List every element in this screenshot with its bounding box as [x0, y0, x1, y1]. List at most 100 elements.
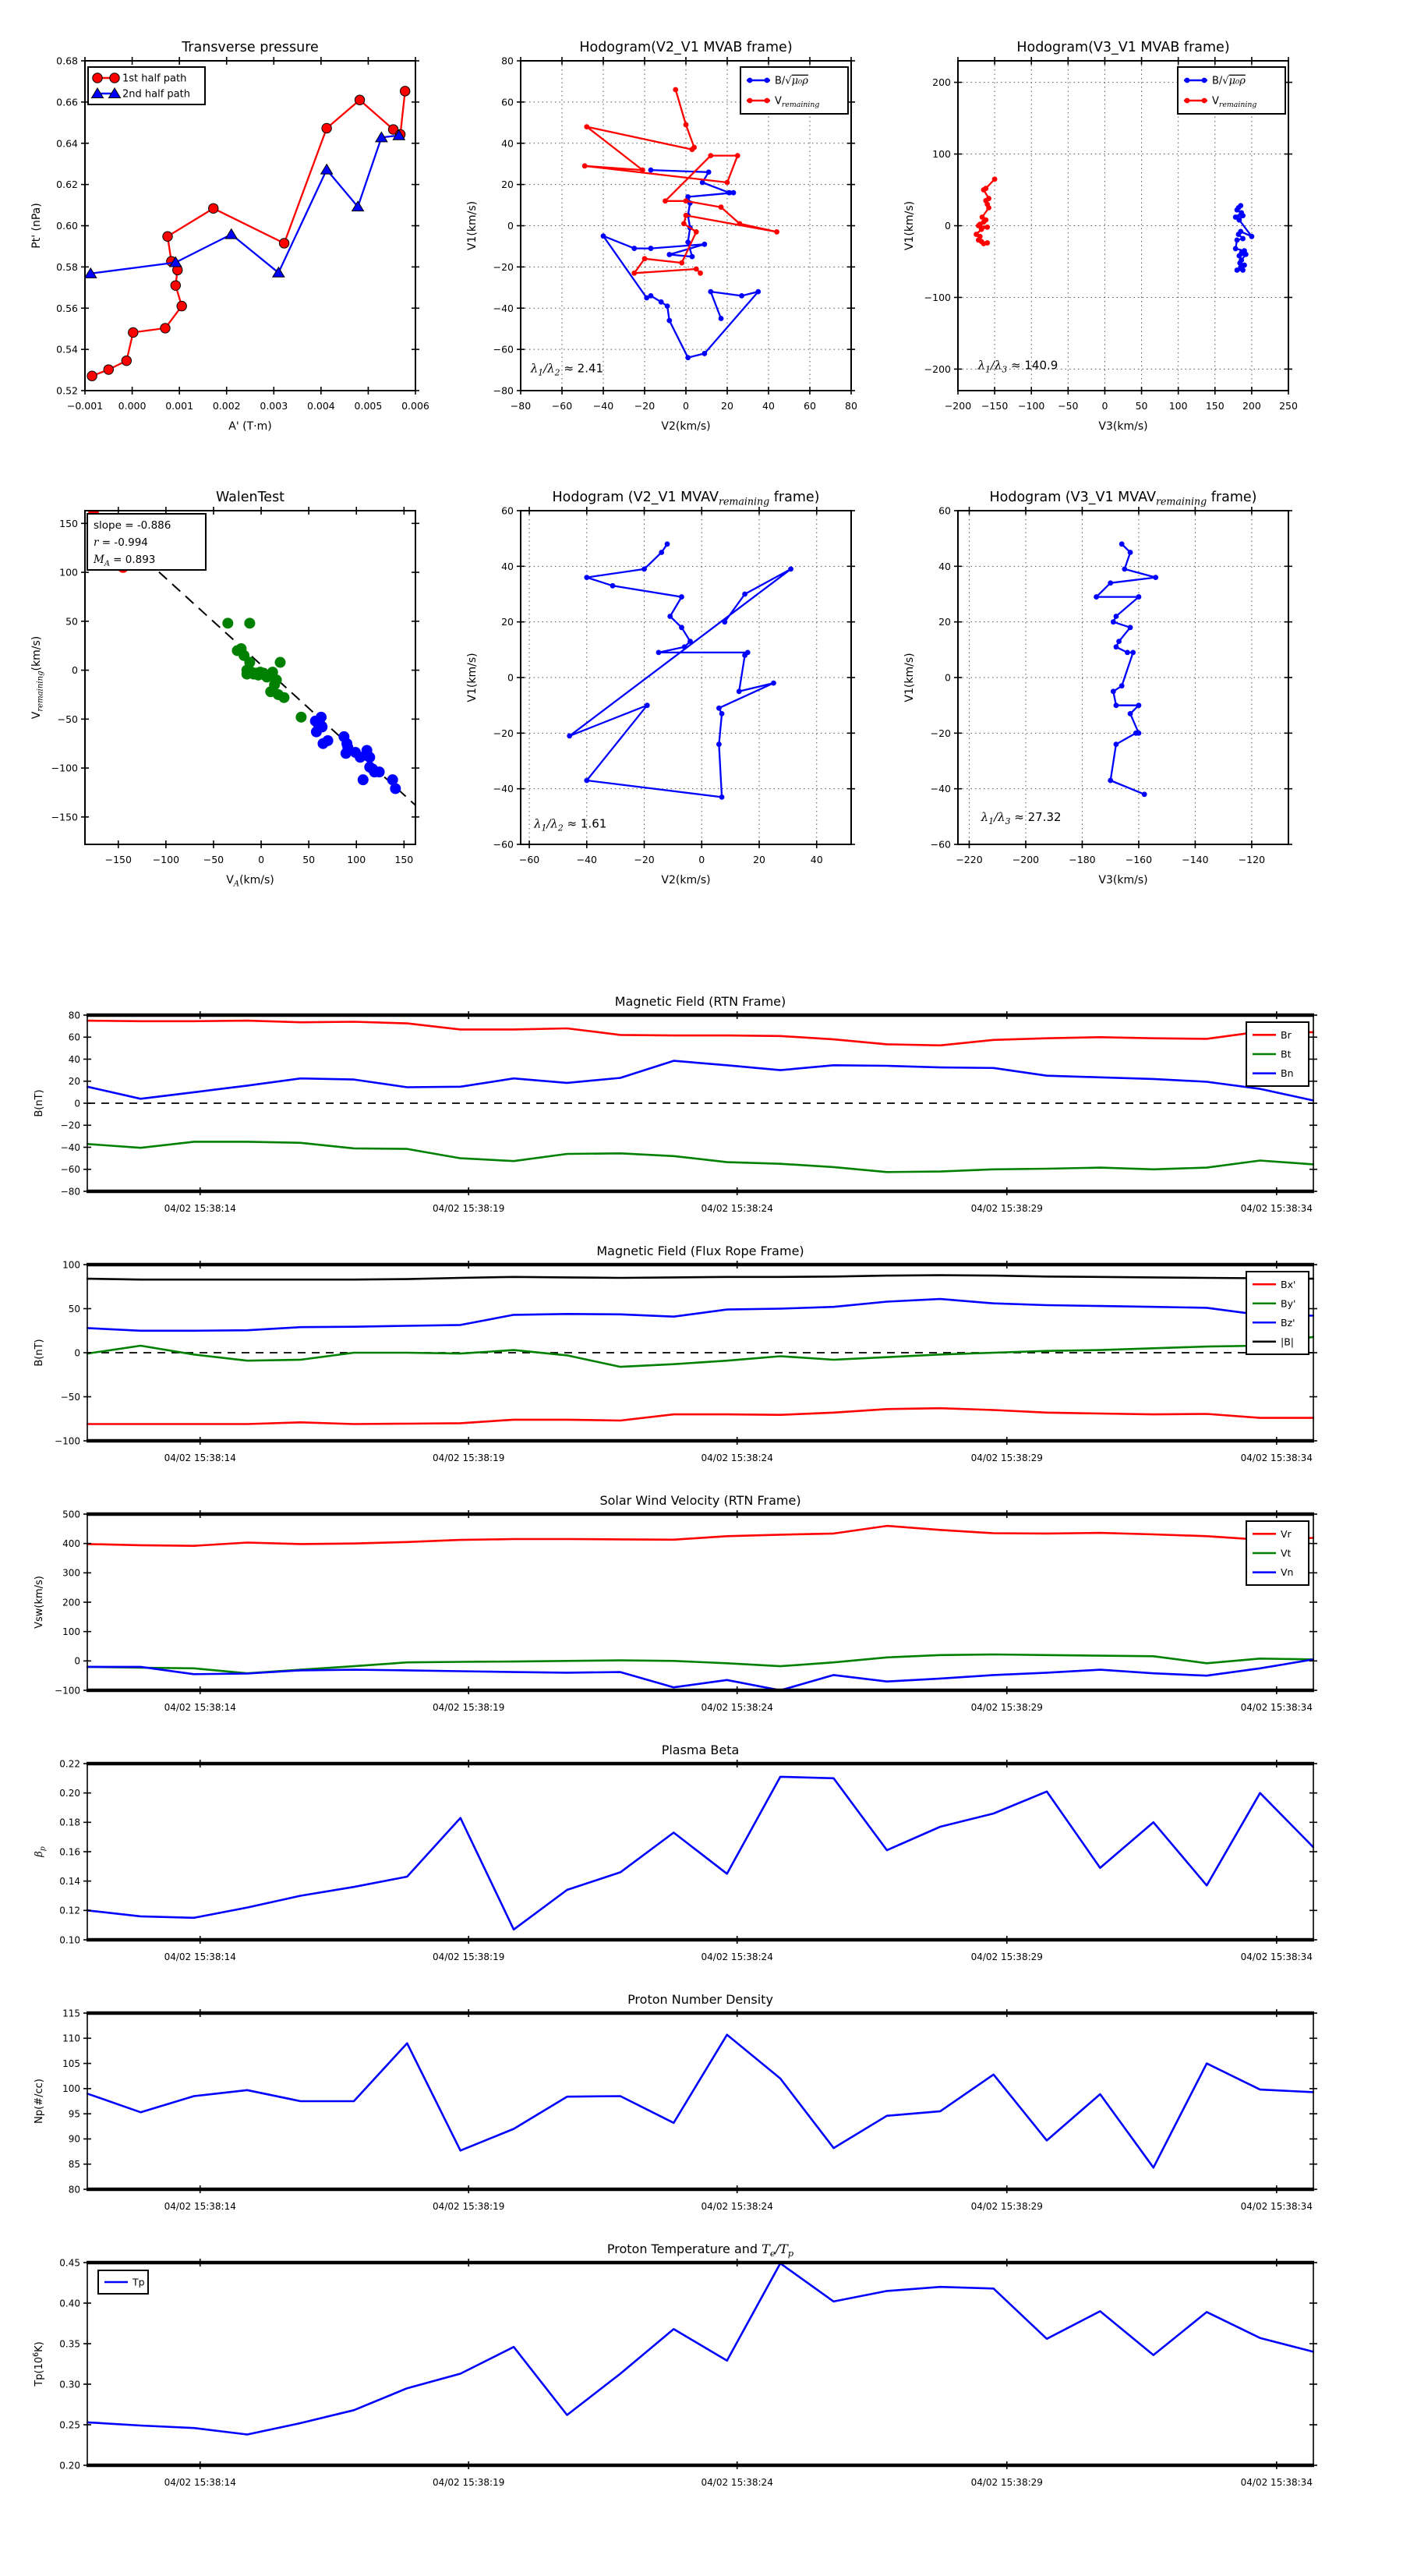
y-tick-label: −100	[55, 1435, 80, 1446]
series-markers-V_remaining	[974, 176, 998, 246]
chart-title: Hodogram (V2_V1 MVAVremaining frame)	[552, 490, 819, 508]
legend-box	[740, 66, 849, 115]
marker-circle	[208, 203, 219, 214]
axes-frame	[87, 2262, 1314, 2466]
marker-dot	[658, 299, 664, 305]
y-axis-label: Np(#/cc)	[34, 2079, 45, 2124]
marker-dot	[679, 594, 684, 600]
x-tick-label: −20	[634, 400, 655, 412]
marker-dot	[755, 288, 762, 295]
x-tick-label: −80	[511, 400, 531, 412]
marker-circle	[109, 73, 120, 83]
marker-dot	[1110, 619, 1116, 625]
x-tick-label: −50	[1058, 400, 1078, 412]
ticks: −150 −100 −50 0 50 100 150 −150 −100 −50 0 50 100 150	[51, 507, 419, 865]
x-tick-label: 04/02 15:38:24	[702, 2477, 773, 2488]
x-tick-label: 0.000	[118, 400, 147, 412]
x-tick-label: −100	[153, 854, 179, 865]
marker-circle	[103, 364, 114, 375]
y-tick-label: 105	[62, 2058, 80, 2069]
series-line-By'	[87, 1336, 1314, 1368]
marker-dot	[1113, 741, 1119, 747]
marker-dot	[1127, 550, 1133, 555]
series-markers-2nd half path	[84, 129, 406, 278]
chart-hodogram_v2v1_mvav: −60 −40 −20 0 20 40 −60 −40 −20 0 20 40 60 Hodogram (…	[466, 490, 855, 886]
chart-mag_fr: 04/02 15:38:14 04/02 15:38:19 04/02 15:38:…	[34, 1244, 1317, 1463]
y-tick-label: 0.40	[59, 2298, 80, 2309]
chart-title: Transverse pressure	[181, 40, 319, 55]
y-tick-label: 0.20	[59, 1788, 80, 1799]
ticks: 04/02 15:38:14 04/02 15:38:19 04/02 15:38:…	[55, 1509, 1317, 1713]
y-tick-label: 0.18	[59, 1817, 80, 1828]
y-tick-label: 300	[62, 1568, 80, 1579]
y-tick-label: 100	[62, 1259, 80, 1270]
legend-label: Vt	[1281, 1548, 1292, 1559]
chart-title: Hodogram(V3_V1 MVAB frame)	[1016, 40, 1229, 55]
marker-dot	[567, 733, 573, 739]
series-line-beta_p	[87, 1775, 1314, 1931]
x-tick-label: 0.004	[307, 400, 335, 412]
y-tick-label: −20	[493, 727, 514, 739]
marker-dot	[774, 229, 779, 235]
grid	[958, 510, 1288, 845]
legend-label: Bx'	[1281, 1279, 1295, 1290]
x-tick-label: 04/02 15:38:29	[971, 2477, 1043, 2488]
marker-dot	[295, 711, 307, 723]
legend: Tp	[97, 2270, 149, 2295]
legend-box	[1177, 66, 1286, 115]
legend-label: 2nd half path	[122, 89, 190, 101]
legend-label: Bt	[1281, 1049, 1292, 1060]
marker-dot	[1130, 649, 1136, 656]
y-tick-label: 110	[62, 2033, 80, 2044]
x-tick-label: 04/02 15:38:19	[433, 1951, 504, 1962]
y-tick-label: −100	[51, 763, 78, 774]
y-tick-label: −40	[493, 303, 514, 314]
x-axis-label: A' (T·m)	[228, 420, 271, 433]
marker-dot	[1136, 594, 1142, 600]
chart-transverse_pressure: −0.001 0.000 0.001 0.002 0.003 0.004 0.005 0.00…	[30, 40, 429, 433]
x-tick-label: 04/02 15:38:24	[702, 1203, 773, 1214]
marker-dot	[739, 292, 744, 299]
marker-circle	[399, 86, 411, 97]
marker-triangle	[108, 87, 122, 98]
marker-dot	[981, 187, 987, 193]
legend: B/√μ₀ρ Vremaining	[1177, 66, 1286, 115]
y-tick-label: 0.22	[59, 1758, 80, 1769]
marker-dot	[648, 292, 654, 299]
series-group	[87, 2262, 1314, 2436]
marker-dot	[689, 147, 695, 153]
y-axis-label: B(nT)	[34, 1089, 45, 1116]
x-tick-label: 04/02 15:38:14	[164, 2201, 236, 2212]
marker-circle	[354, 94, 366, 105]
series-group	[84, 86, 411, 381]
chart-beta: 04/02 15:38:14 04/02 15:38:19 04/02 15:38:…	[34, 1743, 1317, 1962]
marker-dot	[719, 794, 725, 800]
marker-dot	[659, 550, 665, 555]
marker-dot	[1240, 213, 1246, 219]
y-axis-label: Pt' (nPa)	[30, 203, 43, 248]
marker-triangle	[224, 228, 239, 239]
x-tick-label: 60	[804, 400, 816, 412]
x-tick-label: 04/02 15:38:14	[164, 1453, 236, 1463]
y-tick-label: 20	[69, 1076, 80, 1087]
axes-frame	[87, 1513, 1314, 1691]
marker-circle	[92, 73, 103, 83]
marker-dot	[1127, 710, 1133, 717]
marker-circle	[87, 370, 97, 381]
marker-dot	[1201, 77, 1207, 83]
x-tick-label: 04/02 15:38:34	[1241, 1203, 1313, 1214]
marker-circle	[387, 124, 399, 135]
x-tick-label: −0.001	[67, 400, 103, 412]
y-tick-label: −40	[493, 783, 514, 794]
stats-box	[87, 513, 207, 571]
ticks: −200 −150 −100 −50 0 50 100 150 200 250 −200 −100 0 1…	[924, 57, 1298, 412]
y-tick-label: 20	[501, 179, 514, 190]
marker-triangle	[90, 87, 104, 98]
x-tick-label: 0.006	[401, 400, 429, 412]
x-tick-label: −140	[1182, 854, 1208, 865]
x-tick-label: 04/02 15:38:14	[164, 1203, 236, 1214]
series-group	[1094, 541, 1159, 798]
marker-dot	[1234, 267, 1240, 273]
marker-dot	[702, 241, 708, 247]
